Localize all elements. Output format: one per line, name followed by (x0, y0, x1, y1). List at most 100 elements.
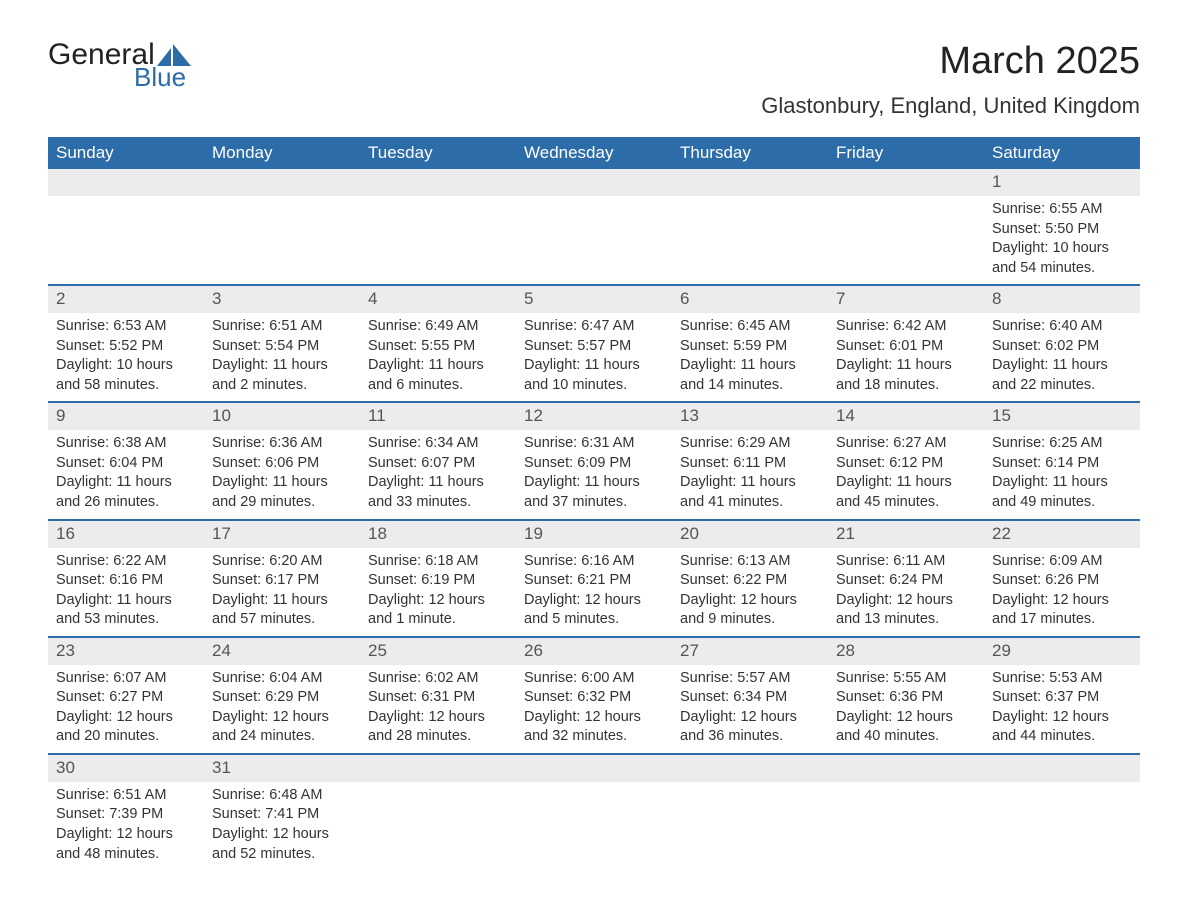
sunset-line: Sunset: 6:32 PM (524, 688, 664, 708)
day-data-cell: Sunrise: 6:36 AMSunset: 6:06 PMDaylight:… (204, 430, 360, 519)
day-data-cell: Sunrise: 5:57 AMSunset: 6:34 PMDaylight:… (672, 665, 828, 754)
day-number-cell: 30 (48, 754, 204, 782)
day-data-row: Sunrise: 6:53 AMSunset: 5:52 PMDaylight:… (48, 313, 1140, 402)
day-data-cell: Sunrise: 6:27 AMSunset: 6:12 PMDaylight:… (828, 430, 984, 519)
daylight-line: Daylight: 11 hours and 2 minutes. (212, 356, 352, 395)
sunrise-line: Sunrise: 6:22 AM (56, 552, 196, 572)
day-number-cell (828, 169, 984, 196)
sunset-line: Sunset: 6:31 PM (368, 688, 508, 708)
sunrise-line: Sunrise: 6:31 AM (524, 434, 664, 454)
day-number-cell (48, 169, 204, 196)
sunset-line: Sunset: 5:59 PM (680, 337, 820, 357)
sunrise-line: Sunrise: 6:45 AM (680, 317, 820, 337)
day-number-cell (516, 754, 672, 782)
day-number-cell: 6 (672, 285, 828, 313)
day-data-cell: Sunrise: 6:29 AMSunset: 6:11 PMDaylight:… (672, 430, 828, 519)
sunrise-line: Sunrise: 6:04 AM (212, 669, 352, 689)
sunset-line: Sunset: 6:12 PM (836, 454, 976, 474)
daylight-line: Daylight: 12 hours and 13 minutes. (836, 591, 976, 630)
sunrise-line: Sunrise: 6:27 AM (836, 434, 976, 454)
day-data-row: Sunrise: 6:07 AMSunset: 6:27 PMDaylight:… (48, 665, 1140, 754)
logo-text-blue: Blue (134, 64, 191, 90)
sunset-line: Sunset: 6:26 PM (992, 571, 1132, 591)
logo: General Blue (48, 40, 191, 90)
sunset-line: Sunset: 5:57 PM (524, 337, 664, 357)
day-number-row: 1 (48, 169, 1140, 196)
daylight-line: Daylight: 11 hours and 33 minutes. (368, 473, 508, 512)
day-number-cell: 13 (672, 402, 828, 430)
day-number-cell (672, 169, 828, 196)
weekday-header: Thursday (672, 137, 828, 169)
sunrise-line: Sunrise: 6:07 AM (56, 669, 196, 689)
day-data-cell (672, 196, 828, 285)
day-data-cell: Sunrise: 6:55 AMSunset: 5:50 PMDaylight:… (984, 196, 1140, 285)
day-number-cell: 22 (984, 520, 1140, 548)
daylight-line: Daylight: 11 hours and 57 minutes. (212, 591, 352, 630)
day-data-cell (516, 782, 672, 870)
day-number-cell: 3 (204, 285, 360, 313)
daylight-line: Daylight: 12 hours and 44 minutes. (992, 708, 1132, 747)
sunrise-line: Sunrise: 6:40 AM (992, 317, 1132, 337)
daylight-line: Daylight: 12 hours and 36 minutes. (680, 708, 820, 747)
day-data-cell: Sunrise: 6:40 AMSunset: 6:02 PMDaylight:… (984, 313, 1140, 402)
sunset-line: Sunset: 6:29 PM (212, 688, 352, 708)
sunrise-line: Sunrise: 6:11 AM (836, 552, 976, 572)
day-data-cell (360, 196, 516, 285)
sunset-line: Sunset: 6:04 PM (56, 454, 196, 474)
daylight-line: Daylight: 12 hours and 20 minutes. (56, 708, 196, 747)
day-number-cell: 11 (360, 402, 516, 430)
day-data-cell (516, 196, 672, 285)
weekday-header: Sunday (48, 137, 204, 169)
sunrise-line: Sunrise: 6:34 AM (368, 434, 508, 454)
weekday-header: Monday (204, 137, 360, 169)
sunset-line: Sunset: 6:14 PM (992, 454, 1132, 474)
daylight-line: Daylight: 11 hours and 22 minutes. (992, 356, 1132, 395)
day-number-cell (360, 169, 516, 196)
sunset-line: Sunset: 6:01 PM (836, 337, 976, 357)
weekday-header: Saturday (984, 137, 1140, 169)
sunset-line: Sunset: 6:09 PM (524, 454, 664, 474)
day-data-cell: Sunrise: 6:11 AMSunset: 6:24 PMDaylight:… (828, 548, 984, 637)
sunrise-line: Sunrise: 6:25 AM (992, 434, 1132, 454)
daylight-line: Daylight: 11 hours and 26 minutes. (56, 473, 196, 512)
sunset-line: Sunset: 6:11 PM (680, 454, 820, 474)
day-data-cell (204, 196, 360, 285)
day-number-cell: 29 (984, 637, 1140, 665)
daylight-line: Daylight: 12 hours and 32 minutes. (524, 708, 664, 747)
day-data-cell: Sunrise: 5:53 AMSunset: 6:37 PMDaylight:… (984, 665, 1140, 754)
sunrise-line: Sunrise: 6:48 AM (212, 786, 352, 806)
sunrise-line: Sunrise: 6:09 AM (992, 552, 1132, 572)
sunset-line: Sunset: 5:50 PM (992, 220, 1132, 240)
sunrise-line: Sunrise: 6:13 AM (680, 552, 820, 572)
sunrise-line: Sunrise: 6:47 AM (524, 317, 664, 337)
day-number-cell: 28 (828, 637, 984, 665)
sunset-line: Sunset: 6:07 PM (368, 454, 508, 474)
daylight-line: Daylight: 11 hours and 53 minutes. (56, 591, 196, 630)
day-number-cell: 17 (204, 520, 360, 548)
daylight-line: Daylight: 11 hours and 41 minutes. (680, 473, 820, 512)
daylight-line: Daylight: 11 hours and 18 minutes. (836, 356, 976, 395)
day-data-cell (984, 782, 1140, 870)
sunset-line: Sunset: 5:52 PM (56, 337, 196, 357)
sunset-line: Sunset: 6:02 PM (992, 337, 1132, 357)
sunrise-line: Sunrise: 6:16 AM (524, 552, 664, 572)
day-number-cell (672, 754, 828, 782)
day-data-row: Sunrise: 6:55 AMSunset: 5:50 PMDaylight:… (48, 196, 1140, 285)
day-data-cell: Sunrise: 6:45 AMSunset: 5:59 PMDaylight:… (672, 313, 828, 402)
weekday-header: Wednesday (516, 137, 672, 169)
sunset-line: Sunset: 7:39 PM (56, 805, 196, 825)
sunset-line: Sunset: 6:22 PM (680, 571, 820, 591)
sunset-line: Sunset: 6:17 PM (212, 571, 352, 591)
day-number-cell: 8 (984, 285, 1140, 313)
sunrise-line: Sunrise: 6:02 AM (368, 669, 508, 689)
day-data-cell: Sunrise: 6:42 AMSunset: 6:01 PMDaylight:… (828, 313, 984, 402)
weekday-header: Tuesday (360, 137, 516, 169)
daylight-line: Daylight: 12 hours and 17 minutes. (992, 591, 1132, 630)
day-number-cell (828, 754, 984, 782)
daylight-line: Daylight: 12 hours and 48 minutes. (56, 825, 196, 864)
day-number-row: 23242526272829 (48, 637, 1140, 665)
sunset-line: Sunset: 6:24 PM (836, 571, 976, 591)
day-data-cell: Sunrise: 6:07 AMSunset: 6:27 PMDaylight:… (48, 665, 204, 754)
day-data-cell: Sunrise: 6:38 AMSunset: 6:04 PMDaylight:… (48, 430, 204, 519)
day-data-row: Sunrise: 6:51 AMSunset: 7:39 PMDaylight:… (48, 782, 1140, 870)
